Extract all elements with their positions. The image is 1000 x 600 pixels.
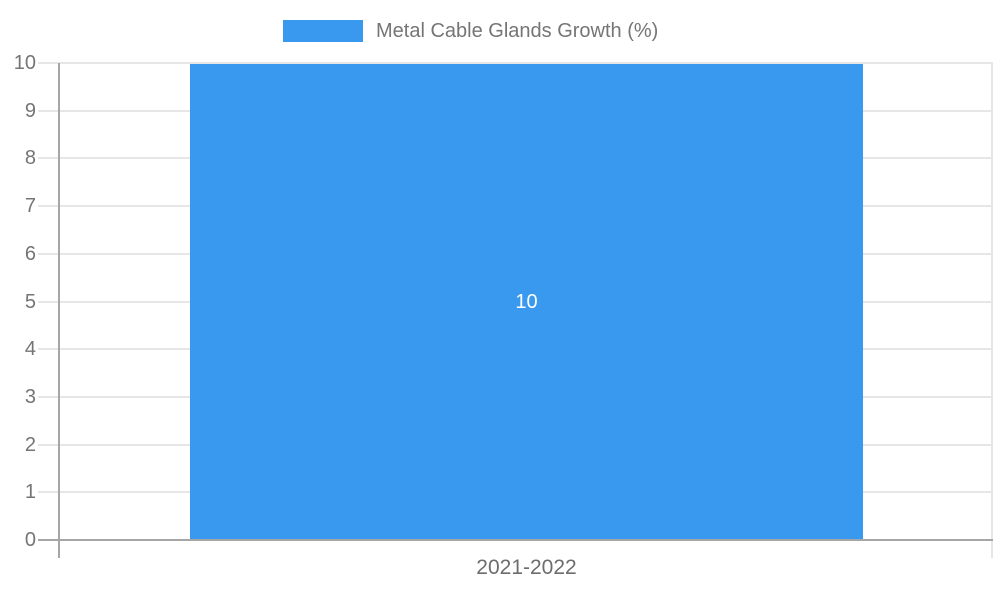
y-axis-line — [58, 63, 60, 558]
legend-label: Metal Cable Glands Growth (%) — [376, 20, 659, 42]
plot-right-border — [991, 63, 993, 558]
y-tick-label: 10 — [13, 52, 36, 74]
y-tick-label: 0 — [24, 529, 36, 551]
y-tick-label: 9 — [24, 99, 36, 122]
y-tick-label: 5 — [24, 290, 36, 313]
x-axis-line — [58, 539, 993, 541]
y-tick-mark — [38, 348, 60, 351]
y-tick-mark — [38, 157, 60, 160]
legend-swatch-icon — [283, 20, 363, 42]
y-tick-label: 6 — [24, 242, 36, 265]
y-tick-label: 7 — [24, 195, 36, 218]
y-tick-mark — [38, 300, 60, 303]
bar-value-label: 10 — [515, 291, 538, 313]
y-tick-mark — [38, 205, 60, 208]
y-tick-label: 8 — [24, 147, 36, 170]
y-tick-label: 1 — [24, 481, 36, 504]
bar: 10 — [190, 64, 863, 540]
y-tick-mark — [38, 539, 60, 541]
y-tick-mark — [38, 62, 60, 64]
y-tick-mark — [38, 109, 60, 112]
x-category-label: 2021-2022 — [476, 556, 577, 579]
y-tick-mark — [38, 395, 60, 398]
y-tick-label: 3 — [24, 385, 36, 408]
y-tick-mark — [38, 252, 60, 255]
y-tick-label: 4 — [24, 338, 36, 361]
y-gridline — [60, 62, 993, 64]
y-tick-mark — [38, 443, 60, 446]
legend-item[interactable]: Metal Cable Glands Growth (%) — [283, 18, 658, 44]
legend: Metal Cable Glands Growth (%) — [283, 18, 658, 44]
y-tick-mark — [38, 491, 60, 494]
y-tick-label: 2 — [24, 433, 36, 456]
